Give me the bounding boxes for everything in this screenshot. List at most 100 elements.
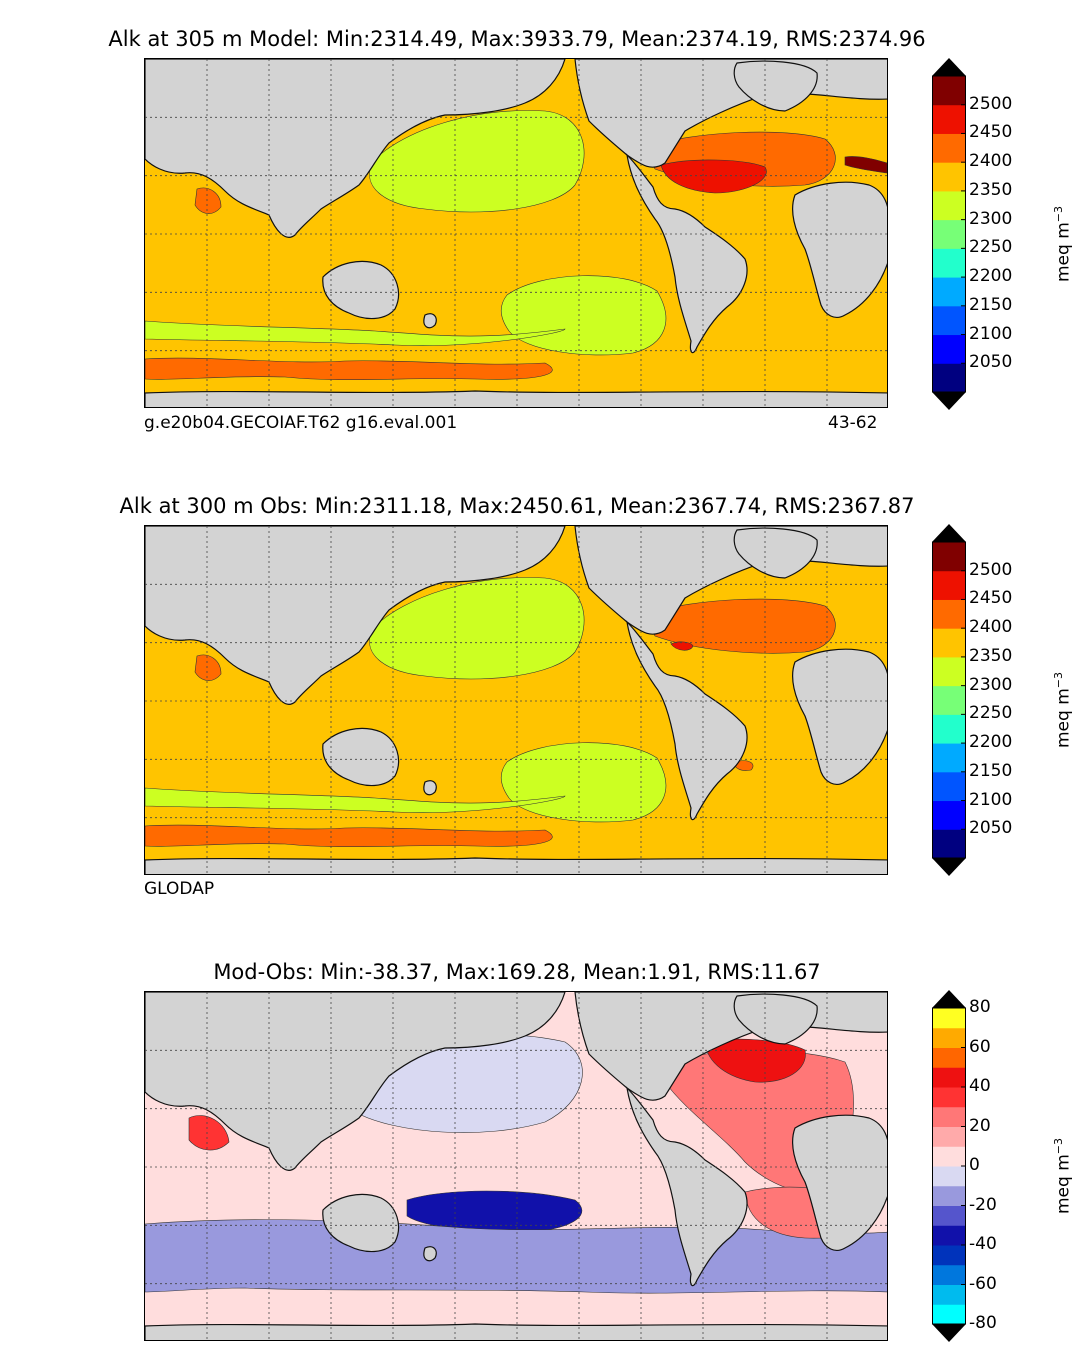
colorbar-segment bbox=[932, 714, 966, 744]
colorbar-under-arrow bbox=[932, 858, 966, 876]
continent bbox=[626, 153, 748, 354]
region-southern-band bbox=[145, 320, 566, 346]
continent bbox=[145, 390, 887, 407]
colorbar-segment bbox=[932, 743, 966, 773]
units-base: meq m bbox=[1053, 222, 1074, 282]
continent bbox=[322, 1193, 400, 1253]
colorbar-tick-label: 80 bbox=[969, 997, 991, 1017]
continent bbox=[626, 620, 748, 821]
diff-map bbox=[144, 991, 888, 1341]
colorbar-segment bbox=[932, 1225, 966, 1246]
colorbar-segment bbox=[932, 1166, 966, 1187]
region-arabian-sea bbox=[194, 187, 222, 214]
colorbar-tick-label: 0 bbox=[969, 1155, 980, 1175]
colorbar-tick-label: 2500 bbox=[969, 559, 1013, 580]
colorbar-segment bbox=[932, 1185, 966, 1206]
colorbar-tick-label: 2150 bbox=[969, 760, 1013, 781]
region-southern-ocean-belt bbox=[145, 357, 553, 381]
continent bbox=[423, 1246, 437, 1262]
units-exponent: −3 bbox=[1052, 206, 1065, 223]
colorbar-tick-label: -40 bbox=[969, 1234, 997, 1254]
colorbar-tick-label: 2050 bbox=[969, 352, 1013, 373]
colorbar-segment bbox=[932, 190, 966, 221]
colorbar-segment bbox=[932, 1284, 966, 1305]
region-gulf-core bbox=[670, 641, 694, 651]
colorbar-segment bbox=[932, 363, 966, 393]
colorbar-segment bbox=[932, 800, 966, 830]
region-southern-ocean-belt bbox=[145, 824, 553, 848]
colorbar-segment bbox=[932, 542, 966, 572]
colorbar-segment bbox=[932, 656, 966, 687]
continent bbox=[145, 992, 566, 1171]
colorbar-tick-label: 2450 bbox=[969, 588, 1013, 609]
colorbar-tick-label: 2200 bbox=[969, 732, 1013, 753]
colorbar-tick-label: 2350 bbox=[969, 645, 1013, 666]
continent bbox=[792, 648, 887, 785]
colorbar-segment bbox=[932, 829, 966, 859]
continent bbox=[145, 59, 566, 238]
colorbar-segment bbox=[932, 1067, 966, 1088]
colorbar-segment bbox=[932, 248, 966, 278]
colorbar-tick-label: 2300 bbox=[969, 208, 1013, 229]
colorbar-tick-label: 2350 bbox=[969, 179, 1013, 200]
region-subtropical-north-atlantic bbox=[660, 159, 767, 194]
colorbar-segment bbox=[932, 1047, 966, 1068]
colorbar-segment bbox=[932, 1106, 966, 1127]
region-north-pacific bbox=[369, 577, 585, 680]
colorbar-segment bbox=[932, 162, 966, 192]
region-north-atlantic bbox=[644, 598, 836, 654]
colorbar-segment bbox=[932, 334, 966, 364]
colorbar-segment bbox=[932, 277, 966, 307]
colorbar-segment bbox=[932, 685, 966, 715]
units-base: meq m bbox=[1053, 1154, 1074, 1214]
model-case-label: g.e20b04.GECOIAF.T62 g16.eval.001 bbox=[144, 413, 458, 433]
colorbar-segment bbox=[932, 1008, 966, 1029]
colorbar-segment bbox=[932, 104, 966, 134]
continent bbox=[733, 993, 818, 1045]
colorbar-segment bbox=[932, 628, 966, 658]
colorbar-tick-label: 2300 bbox=[969, 674, 1013, 695]
colorbar-tick-label: 2200 bbox=[969, 266, 1013, 287]
colorbar-tick-label: 2500 bbox=[969, 93, 1013, 114]
colorbar-tick-label: -20 bbox=[969, 1194, 997, 1215]
colorbar-over-arrow bbox=[932, 990, 966, 1008]
continent bbox=[733, 60, 818, 112]
continent bbox=[626, 1086, 748, 1287]
colorbar-tick-label: 2050 bbox=[969, 818, 1013, 839]
colorbar-segment bbox=[932, 1245, 966, 1266]
colorbar-tick-label: 2450 bbox=[969, 122, 1013, 143]
obs-case-label: GLODAP bbox=[144, 879, 215, 899]
colorbar-tick-label: 20 bbox=[969, 1115, 991, 1136]
colorbar-segment bbox=[932, 1027, 966, 1048]
continent bbox=[423, 313, 437, 329]
colorbar-tick-label: 2250 bbox=[969, 237, 1013, 258]
continent bbox=[423, 780, 437, 796]
continent bbox=[792, 181, 887, 318]
model-colorbar: 2050 2100 2150 2200 2250 2300 2350 2400 2450 2500… bbox=[932, 58, 1074, 410]
continent bbox=[145, 526, 566, 705]
colorbar-segment bbox=[932, 219, 966, 249]
colorbar-tick-label: 40 bbox=[969, 1076, 991, 1096]
colorbar-tick-label: 2400 bbox=[969, 151, 1013, 172]
colorbar-tick-label: 2250 bbox=[969, 703, 1013, 724]
colorbar-tick-label: 60 bbox=[969, 1036, 991, 1057]
colorbar-tick-label: 2150 bbox=[969, 294, 1013, 315]
units-exponent: −3 bbox=[1052, 1138, 1065, 1155]
colorbar-tick-label: 2100 bbox=[969, 323, 1013, 344]
colorbar-segment bbox=[932, 1126, 966, 1147]
model-panel-title: Alk at 305 m Model: Min:2314.49, Max:393… bbox=[108, 27, 926, 51]
colorbar-segment bbox=[932, 1087, 966, 1108]
colorbar-segment bbox=[932, 570, 966, 600]
colorbar-tick-label: 2400 bbox=[969, 617, 1013, 638]
colorbar-segment bbox=[932, 1205, 966, 1226]
region-north-pacific bbox=[369, 110, 585, 213]
model-years-label: 43-62 bbox=[828, 413, 878, 433]
units-base: meq m bbox=[1053, 688, 1074, 748]
colorbar-under-arrow bbox=[932, 392, 966, 410]
colorbar-tick-label: 2100 bbox=[969, 789, 1013, 810]
colorbar-segment bbox=[932, 305, 966, 336]
colorbar-segment bbox=[932, 771, 966, 802]
colorbar-over-arrow bbox=[932, 524, 966, 542]
colorbar-segment bbox=[932, 133, 966, 163]
colorbar-segment bbox=[932, 1304, 966, 1325]
